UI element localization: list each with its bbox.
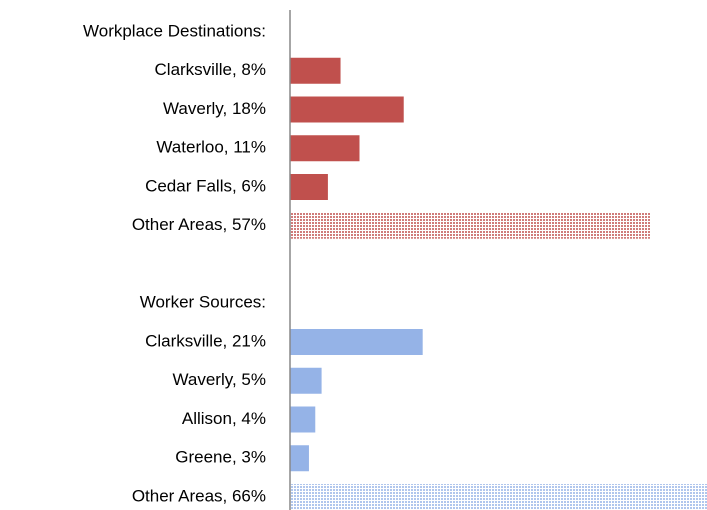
bar — [290, 212, 651, 239]
bar — [290, 329, 423, 355]
bar — [290, 406, 316, 433]
category-label: Cedar Falls, 6% — [145, 176, 266, 195]
category-label: Allison, 4% — [182, 409, 266, 428]
bar — [290, 445, 309, 472]
bar — [290, 174, 328, 200]
category-label: Other Areas, 57% — [132, 215, 266, 234]
category-label: Worker Sources: — [140, 293, 266, 312]
category-label: Clarksville, 21% — [145, 331, 266, 350]
category-label: Waverly, 18% — [163, 99, 266, 118]
category-label: Clarksville, 8% — [155, 60, 266, 79]
category-label: Greene, 3% — [175, 448, 266, 467]
bar — [290, 367, 322, 394]
category-label: Other Areas, 66% — [132, 486, 266, 505]
bar — [290, 484, 707, 510]
category-label: Workplace Destinations: — [83, 21, 266, 40]
category-label: Waterloo, 11% — [156, 138, 266, 157]
category-label: Waverly, 5% — [172, 370, 266, 389]
bar — [290, 57, 341, 84]
bar — [290, 96, 404, 123]
bar — [290, 135, 360, 162]
